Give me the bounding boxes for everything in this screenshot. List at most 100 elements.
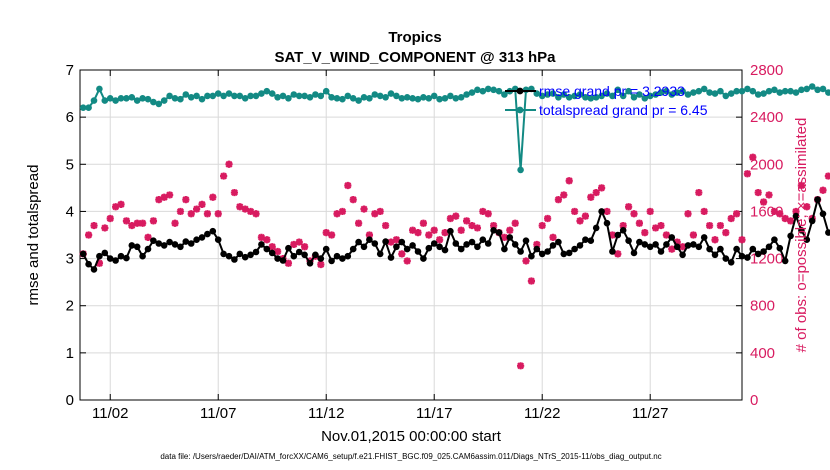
totalspread-point — [258, 90, 265, 97]
rmse-point — [112, 257, 119, 264]
obs-marker — [284, 259, 293, 267]
rmse-point — [220, 250, 227, 258]
obs-marker — [446, 214, 455, 223]
rmse-point — [630, 249, 638, 257]
totalspread-point — [225, 90, 233, 97]
totalspread-point — [744, 85, 751, 93]
rmse-point — [798, 227, 805, 234]
rmse-point — [128, 242, 136, 249]
rmse-point — [339, 255, 346, 262]
totalspread-point — [425, 95, 433, 102]
rmse-point — [382, 238, 389, 245]
obs-marker — [344, 181, 352, 190]
obs-marker — [160, 193, 168, 201]
obs-marker — [317, 260, 325, 269]
rmse-point — [668, 234, 676, 241]
obs-marker — [122, 217, 131, 225]
obs-marker — [738, 236, 746, 244]
obs-marker — [662, 231, 671, 239]
totalspread-point — [101, 97, 109, 104]
totalspread-point — [711, 90, 719, 97]
totalspread-point — [409, 95, 416, 102]
totalspread-point — [366, 95, 373, 102]
totalspread-point — [214, 90, 222, 97]
obs-marker — [592, 188, 600, 197]
obs-marker — [776, 210, 784, 218]
totalspread-point — [592, 94, 600, 101]
obs-marker — [382, 221, 390, 230]
rmse-point — [679, 251, 686, 259]
obs-marker — [695, 188, 703, 197]
rmse-point — [376, 250, 384, 258]
rmse-point — [166, 238, 173, 246]
obs-marker — [754, 188, 762, 197]
obs-marker — [182, 196, 190, 204]
rmse-point — [652, 241, 659, 248]
rmse-point — [684, 242, 692, 249]
obs-marker — [565, 177, 573, 185]
obs-marker — [414, 229, 422, 237]
totalspread-point — [684, 91, 692, 98]
y-tick-label-right: 2400 — [750, 109, 783, 126]
x-axis-label: Nov.01,2015 00:00:00 start — [321, 428, 502, 445]
obs-marker — [619, 221, 627, 230]
obs-marker — [95, 259, 104, 267]
rmse-point — [198, 234, 206, 241]
obs-marker — [193, 205, 201, 213]
obs-marker — [819, 186, 827, 194]
totalspread-point — [187, 94, 195, 101]
obs-marker — [419, 219, 428, 227]
obs-marker — [484, 210, 492, 218]
totalspread-point — [96, 85, 103, 93]
obs-marker — [128, 221, 136, 230]
obs-marker — [171, 219, 179, 227]
obs-marker — [468, 221, 476, 230]
legend-marker-spread — [516, 106, 524, 114]
totalspread-point — [457, 94, 465, 101]
totalspread-point — [760, 90, 767, 97]
rmse-point — [160, 242, 168, 249]
obs-marker — [479, 207, 487, 216]
rmse-series — [79, 196, 830, 273]
totalspread-point — [549, 90, 557, 97]
totalspread-point — [603, 90, 611, 97]
obs-marker — [203, 210, 212, 218]
rmse-point — [333, 252, 341, 260]
obs-marker — [139, 219, 147, 227]
rmse-point — [258, 241, 265, 248]
totalspread-point — [106, 95, 114, 102]
totalspread-point — [733, 87, 740, 95]
obs-marker — [155, 196, 163, 204]
obs-marker — [646, 207, 654, 216]
obs-marker — [452, 212, 460, 220]
rmse-point — [263, 245, 271, 253]
rmse-point — [187, 240, 195, 247]
totalspread-point — [414, 95, 422, 103]
obs-marker — [230, 188, 239, 197]
totalspread-point — [160, 97, 168, 104]
obs-marker — [549, 233, 557, 241]
totalspread-point — [727, 90, 735, 97]
totalspread-point — [90, 97, 98, 104]
obs-marker — [598, 184, 606, 192]
rmse-point — [317, 255, 325, 262]
totalspread-point — [630, 94, 638, 101]
obs-marker — [392, 236, 401, 244]
totalspread-point — [825, 89, 830, 96]
obs-marker — [500, 233, 509, 241]
totalspread-point — [776, 89, 784, 96]
rmse-point — [268, 249, 276, 257]
rmse-point — [819, 210, 827, 218]
y-tick-label-left: 7 — [66, 62, 74, 79]
legend-marker-rmse — [516, 87, 524, 95]
totalspread-point — [652, 91, 659, 98]
totalspread-point — [301, 92, 308, 100]
rmse-point — [603, 219, 611, 227]
rmse-point — [781, 257, 789, 265]
obs-marker — [560, 191, 568, 199]
obs-marker — [220, 172, 228, 180]
totalspread-point — [371, 91, 379, 98]
rmse-point — [706, 245, 713, 253]
obs-marker — [689, 231, 698, 239]
obs-marker — [117, 200, 125, 208]
